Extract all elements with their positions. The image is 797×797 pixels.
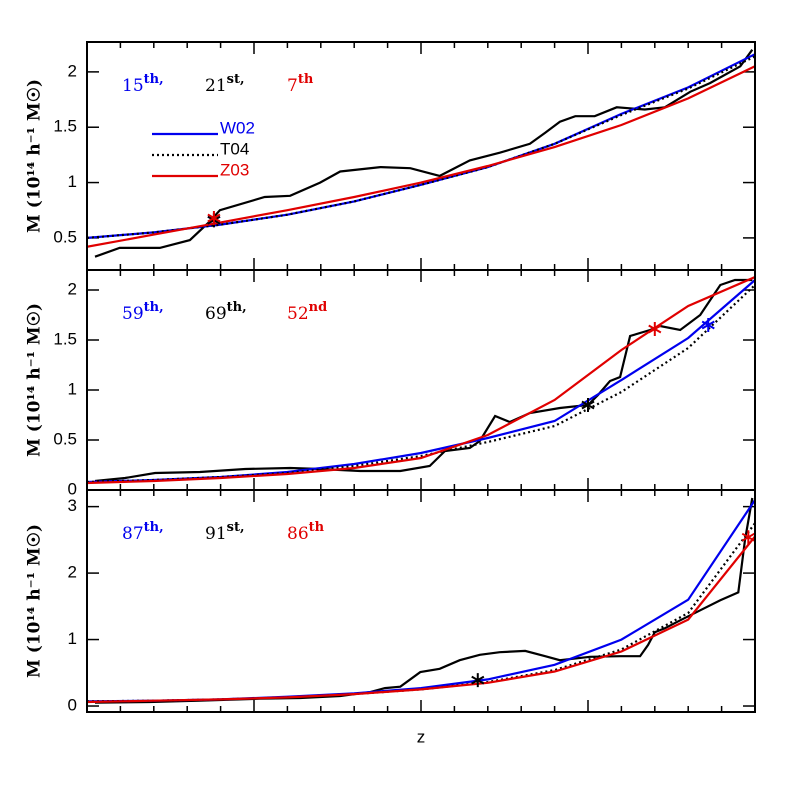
x-axis-label: z bbox=[417, 727, 426, 746]
series-line bbox=[87, 55, 755, 239]
rank-number: 91 bbox=[205, 524, 227, 544]
plot-area bbox=[87, 497, 755, 704]
series-line bbox=[94, 49, 754, 258]
y-tick-label: 2 bbox=[68, 61, 77, 80]
y-axis-label: M (10¹⁴ h⁻¹ M☉) bbox=[25, 524, 45, 678]
rank-label: 15th, bbox=[122, 72, 164, 96]
panel-frame bbox=[86, 489, 756, 713]
rank-number: 87 bbox=[122, 524, 144, 544]
rank-suffix: th bbox=[309, 520, 325, 535]
rank-label: 91st, bbox=[205, 520, 245, 544]
legend-label: T04 bbox=[220, 139, 249, 158]
rank-suffix: th, bbox=[144, 72, 164, 87]
series-line bbox=[87, 53, 755, 239]
y-tick-label: 3 bbox=[68, 496, 77, 515]
star-marker bbox=[581, 398, 595, 412]
y-tick-label: 0.5 bbox=[53, 429, 77, 448]
rank-suffix: th, bbox=[144, 520, 164, 535]
y-tick-label: 0.5 bbox=[53, 227, 77, 246]
rank-number: 21 bbox=[205, 76, 227, 96]
panel: 0.5 1 1.5 2 M (10¹⁴ h⁻¹ M☉) 15th, 21st, 7th W02 T… bbox=[25, 41, 756, 271]
y-tick-label: 1 bbox=[68, 629, 77, 648]
y-tick-label: 1.5 bbox=[53, 117, 77, 136]
panel: 00.511.52M (10¹⁴ h⁻¹ M☉) 59th, 69th, 52nd bbox=[25, 269, 756, 498]
star-marker bbox=[648, 322, 662, 336]
rank-label: 21st, bbox=[205, 72, 245, 96]
star-marker bbox=[741, 530, 755, 545]
rank-label: 86th bbox=[287, 520, 325, 544]
star-marker bbox=[207, 210, 221, 225]
star-marker bbox=[471, 673, 485, 688]
rank-suffix: th, bbox=[144, 300, 164, 315]
rank-suffix: st, bbox=[227, 520, 245, 535]
rank-number: 52 bbox=[287, 304, 309, 324]
star-marker bbox=[701, 318, 715, 332]
y-tick-label: 2 bbox=[68, 563, 77, 582]
series-line bbox=[87, 522, 755, 703]
y-tick-label: 1 bbox=[68, 172, 77, 191]
plot-area bbox=[87, 49, 755, 258]
rank-label: 52nd bbox=[287, 300, 327, 324]
legend-label: Z03 bbox=[220, 160, 249, 179]
y-tick-label: 1.5 bbox=[53, 329, 77, 348]
rank-suffix: st, bbox=[227, 72, 245, 87]
series-line bbox=[87, 65, 755, 248]
rank-number: 86 bbox=[287, 524, 309, 544]
panel: 0 1 2 3 M (10¹⁴ h⁻¹ M☉) z 87th, 91st, 86th bbox=[25, 489, 756, 746]
rank-label: 7th bbox=[287, 72, 314, 96]
plot-area bbox=[87, 275, 755, 485]
y-tick-label: 2 bbox=[68, 279, 77, 298]
rank-label: 59th, bbox=[122, 300, 164, 324]
rank-number: 69 bbox=[205, 304, 227, 324]
series-line bbox=[87, 535, 755, 704]
rank-number: 15 bbox=[122, 76, 144, 96]
series-line bbox=[94, 278, 753, 483]
y-axis-label: M (10¹⁴ h⁻¹ M☉) bbox=[25, 79, 45, 233]
series-line bbox=[87, 275, 755, 485]
y-tick-label: 0 bbox=[68, 479, 77, 498]
rank-suffix: th bbox=[298, 72, 314, 87]
rank-number: 59 bbox=[122, 304, 144, 324]
rank-label: 69th, bbox=[205, 300, 247, 324]
y-tick-label: 0 bbox=[68, 696, 77, 715]
series-line bbox=[94, 497, 754, 704]
y-tick-label: 1 bbox=[68, 379, 77, 398]
y-axis-label: M (10¹⁴ h⁻¹ M☉) bbox=[25, 303, 45, 457]
rank-number: 7 bbox=[287, 76, 298, 96]
legend-label: W02 bbox=[220, 118, 255, 137]
rank-label: 87th, bbox=[122, 520, 164, 544]
rank-suffix: th, bbox=[227, 300, 247, 315]
rank-suffix: nd bbox=[309, 300, 328, 315]
series-line bbox=[87, 279, 755, 484]
